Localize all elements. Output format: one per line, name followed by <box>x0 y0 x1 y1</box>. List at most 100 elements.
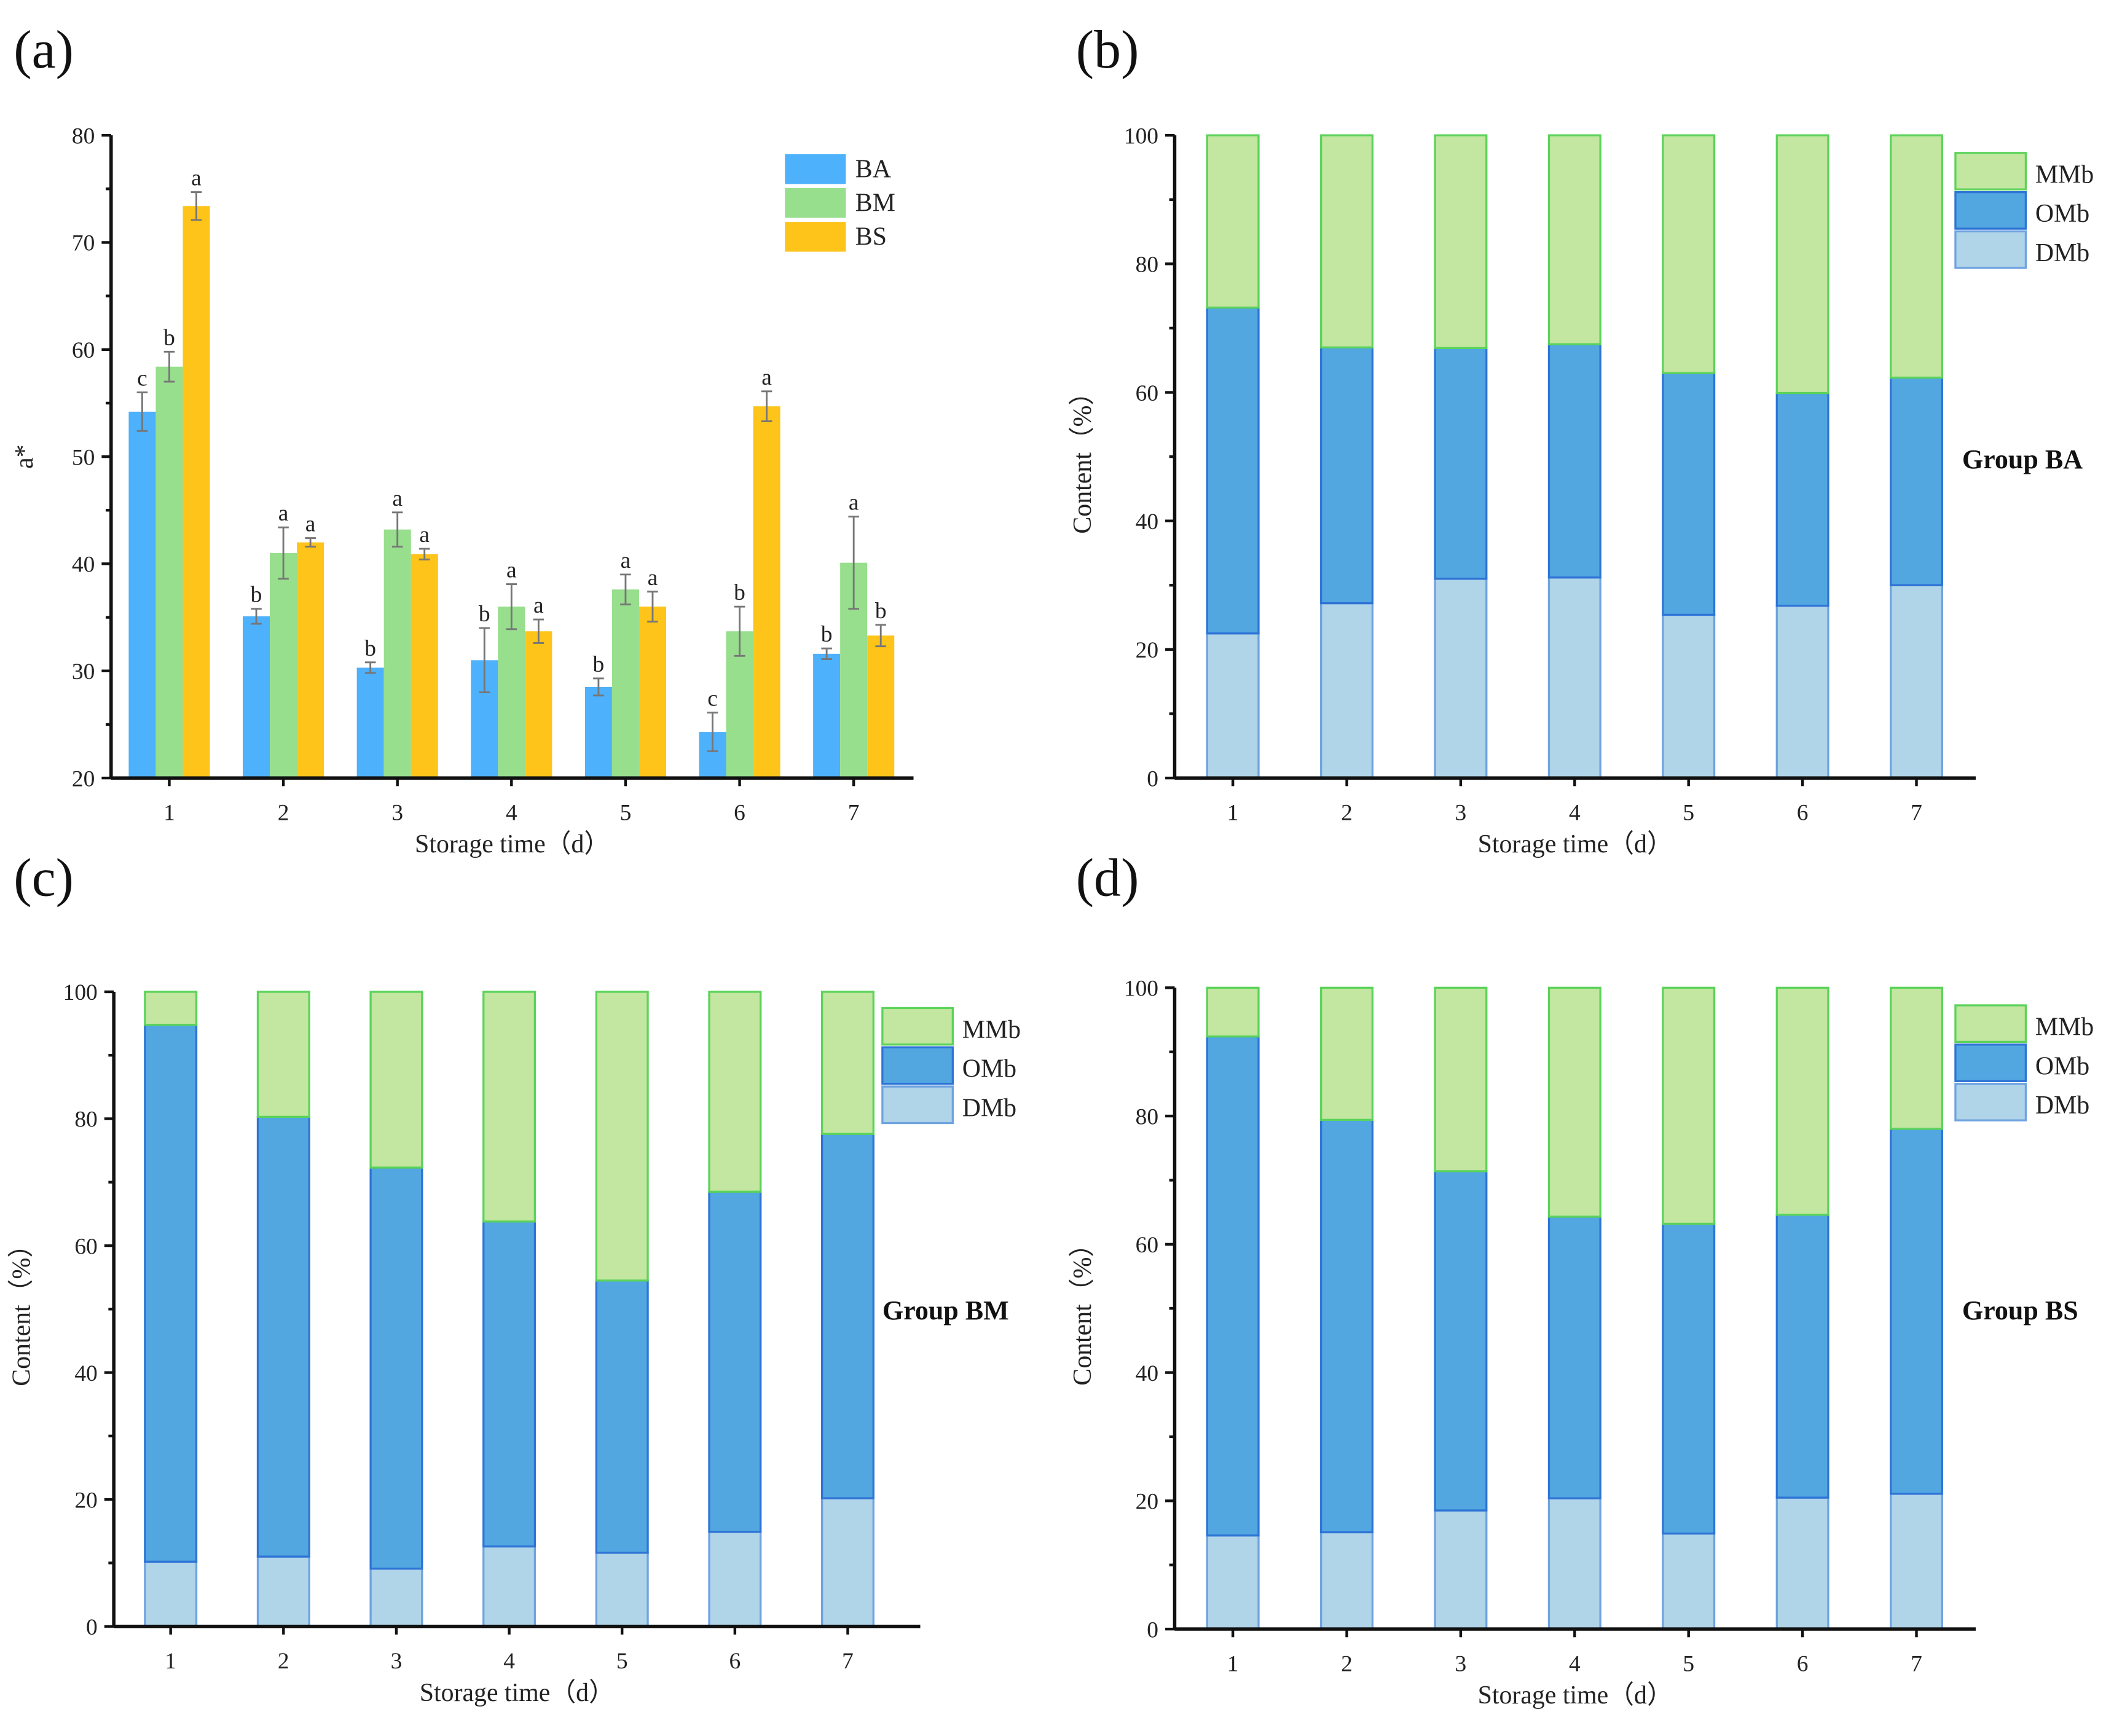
bar-DMb-2 <box>1320 602 1374 779</box>
significance-letter: a <box>849 490 859 516</box>
error-bar <box>848 516 859 610</box>
x-tick-label: 2 <box>278 800 289 825</box>
error-bar <box>163 350 175 383</box>
y-tick-label: 40 <box>74 1361 97 1386</box>
bar-BM-3 <box>383 529 411 779</box>
x-tick-label: 3 <box>391 1649 403 1674</box>
error-bar <box>479 627 490 694</box>
chart-panel-2: (b) 1 2 3 4 5 6 7 0 20 40 60 80 100 Storage time（d） Con… <box>1069 20 2094 858</box>
x-axis-label: Storage time（d） <box>415 830 610 858</box>
legend-label-OMb: OMb <box>962 1055 1016 1083</box>
x-tick-label: 3 <box>391 800 403 825</box>
bar-DMb-3 <box>1434 578 1488 779</box>
bar-BS-5 <box>639 607 666 779</box>
bar-DMb-5 <box>1662 1532 1716 1630</box>
x-axis-label: Storage time（d） <box>1478 1681 1673 1710</box>
x-axis-label: Storage time（d） <box>1478 830 1673 858</box>
bar-DMb-7 <box>1890 1493 1944 1630</box>
significance-letter: a <box>533 593 544 618</box>
x-tick-label: 7 <box>1911 800 1922 825</box>
bar-MMb-1 <box>1206 134 1260 309</box>
bar-MMb-3 <box>1434 986 1488 1172</box>
panel-label: (c) <box>14 849 74 908</box>
legend-label-MMb: MMb <box>2035 160 2094 189</box>
error-bar <box>593 677 604 697</box>
x-tick-label: 1 <box>163 800 175 825</box>
x-tick-label: 3 <box>1455 1651 1467 1676</box>
bar-OMb-4 <box>482 1220 536 1548</box>
bar-MMb-6 <box>708 991 762 1193</box>
legend-label-BM: BM <box>855 189 895 217</box>
legend-swatch-OMb <box>1954 1043 2027 1082</box>
bar-DMb-1 <box>1206 1534 1260 1630</box>
y-tick-label: 40 <box>72 552 95 578</box>
x-tick-label: 2 <box>1341 800 1353 825</box>
error-bar <box>761 390 772 423</box>
panel-label: (a) <box>14 20 74 80</box>
bar-OMb-7 <box>820 1133 874 1499</box>
bar-BS-7 <box>867 635 895 779</box>
bar-MMb-7 <box>1890 134 1944 379</box>
chart-panel-3: (c) 1 2 3 4 5 6 7 0 20 40 60 80 100 Storage time（d） Con… <box>8 849 1021 1707</box>
error-bar <box>305 537 316 548</box>
bar-DMb-2 <box>1320 1531 1374 1630</box>
legend-label-OMb: OMb <box>2035 1052 2089 1080</box>
y-axis-label: Content（%） <box>8 1232 36 1386</box>
bar-DMb-4 <box>1547 576 1601 779</box>
bar-OMb-5 <box>595 1279 649 1554</box>
error-bar <box>419 548 430 560</box>
significance-letter: a <box>305 512 316 537</box>
bar-OMb-2 <box>256 1115 310 1558</box>
significance-letter: a <box>191 166 202 191</box>
bar-MMb-5 <box>1662 986 1716 1225</box>
error-bar <box>734 605 745 657</box>
x-tick-label: 6 <box>1797 800 1809 825</box>
bar-MMb-1 <box>144 991 198 1026</box>
bar-BM-4 <box>498 607 525 779</box>
y-tick-label: 80 <box>74 1107 97 1133</box>
y-tick-label: 100 <box>1124 124 1158 149</box>
bar-OMb-5 <box>1662 1222 1716 1535</box>
bar-BM-2 <box>270 553 297 779</box>
y-tick-label: 20 <box>1136 638 1158 663</box>
y-tick-label: 100 <box>63 980 98 1005</box>
bar-BA-3 <box>356 667 384 779</box>
bar-MMb-3 <box>1434 134 1488 350</box>
significance-letter: a <box>419 522 430 548</box>
y-tick-label: 70 <box>72 231 95 256</box>
bar-OMb-4 <box>1547 343 1601 579</box>
significance-letter: c <box>707 686 718 712</box>
bar-DMb-1 <box>144 1560 198 1628</box>
chart-panel-4: (d) 1 2 3 4 5 6 7 0 20 40 60 80 100 Storage time（d） Con… <box>1069 849 2094 1710</box>
bar-BA-5 <box>584 686 612 779</box>
x-tick-label: 4 <box>1569 800 1581 825</box>
error-bar <box>821 647 832 661</box>
bar-DMb-4 <box>482 1545 536 1628</box>
bar-MMb-3 <box>369 991 423 1169</box>
legend-swatch-DMb <box>1954 230 2027 269</box>
bar-OMb-7 <box>1890 376 1944 586</box>
y-tick-label: 50 <box>72 445 95 470</box>
bar-OMb-2 <box>1320 1118 1374 1534</box>
x-tick-label: 5 <box>620 800 632 825</box>
bar-OMb-5 <box>1662 372 1716 616</box>
x-axis-label: Storage time（d） <box>420 1679 615 1707</box>
y-tick-label: 60 <box>1136 1233 1158 1258</box>
bar-OMb-3 <box>1434 1170 1488 1512</box>
panel-label: (d) <box>1076 849 1139 908</box>
x-tick-label: 7 <box>848 800 860 825</box>
bar-DMb-1 <box>1206 632 1260 779</box>
x-tick-label: 5 <box>1683 1651 1694 1676</box>
bar-DMb-4 <box>1547 1497 1601 1630</box>
legend-label-MMb: MMb <box>962 1016 1021 1044</box>
x-tick-label: 4 <box>1569 1651 1581 1676</box>
bar-MMb-2 <box>256 991 310 1118</box>
y-axis-label: Content（%） <box>1069 380 1097 534</box>
x-tick-label: 6 <box>734 800 745 825</box>
y-tick-label: 60 <box>74 1234 97 1259</box>
x-tick-label: 3 <box>1455 800 1467 825</box>
error-bar <box>506 583 517 630</box>
bar-MMb-1 <box>1206 986 1260 1038</box>
bar-OMb-2 <box>1320 346 1374 605</box>
